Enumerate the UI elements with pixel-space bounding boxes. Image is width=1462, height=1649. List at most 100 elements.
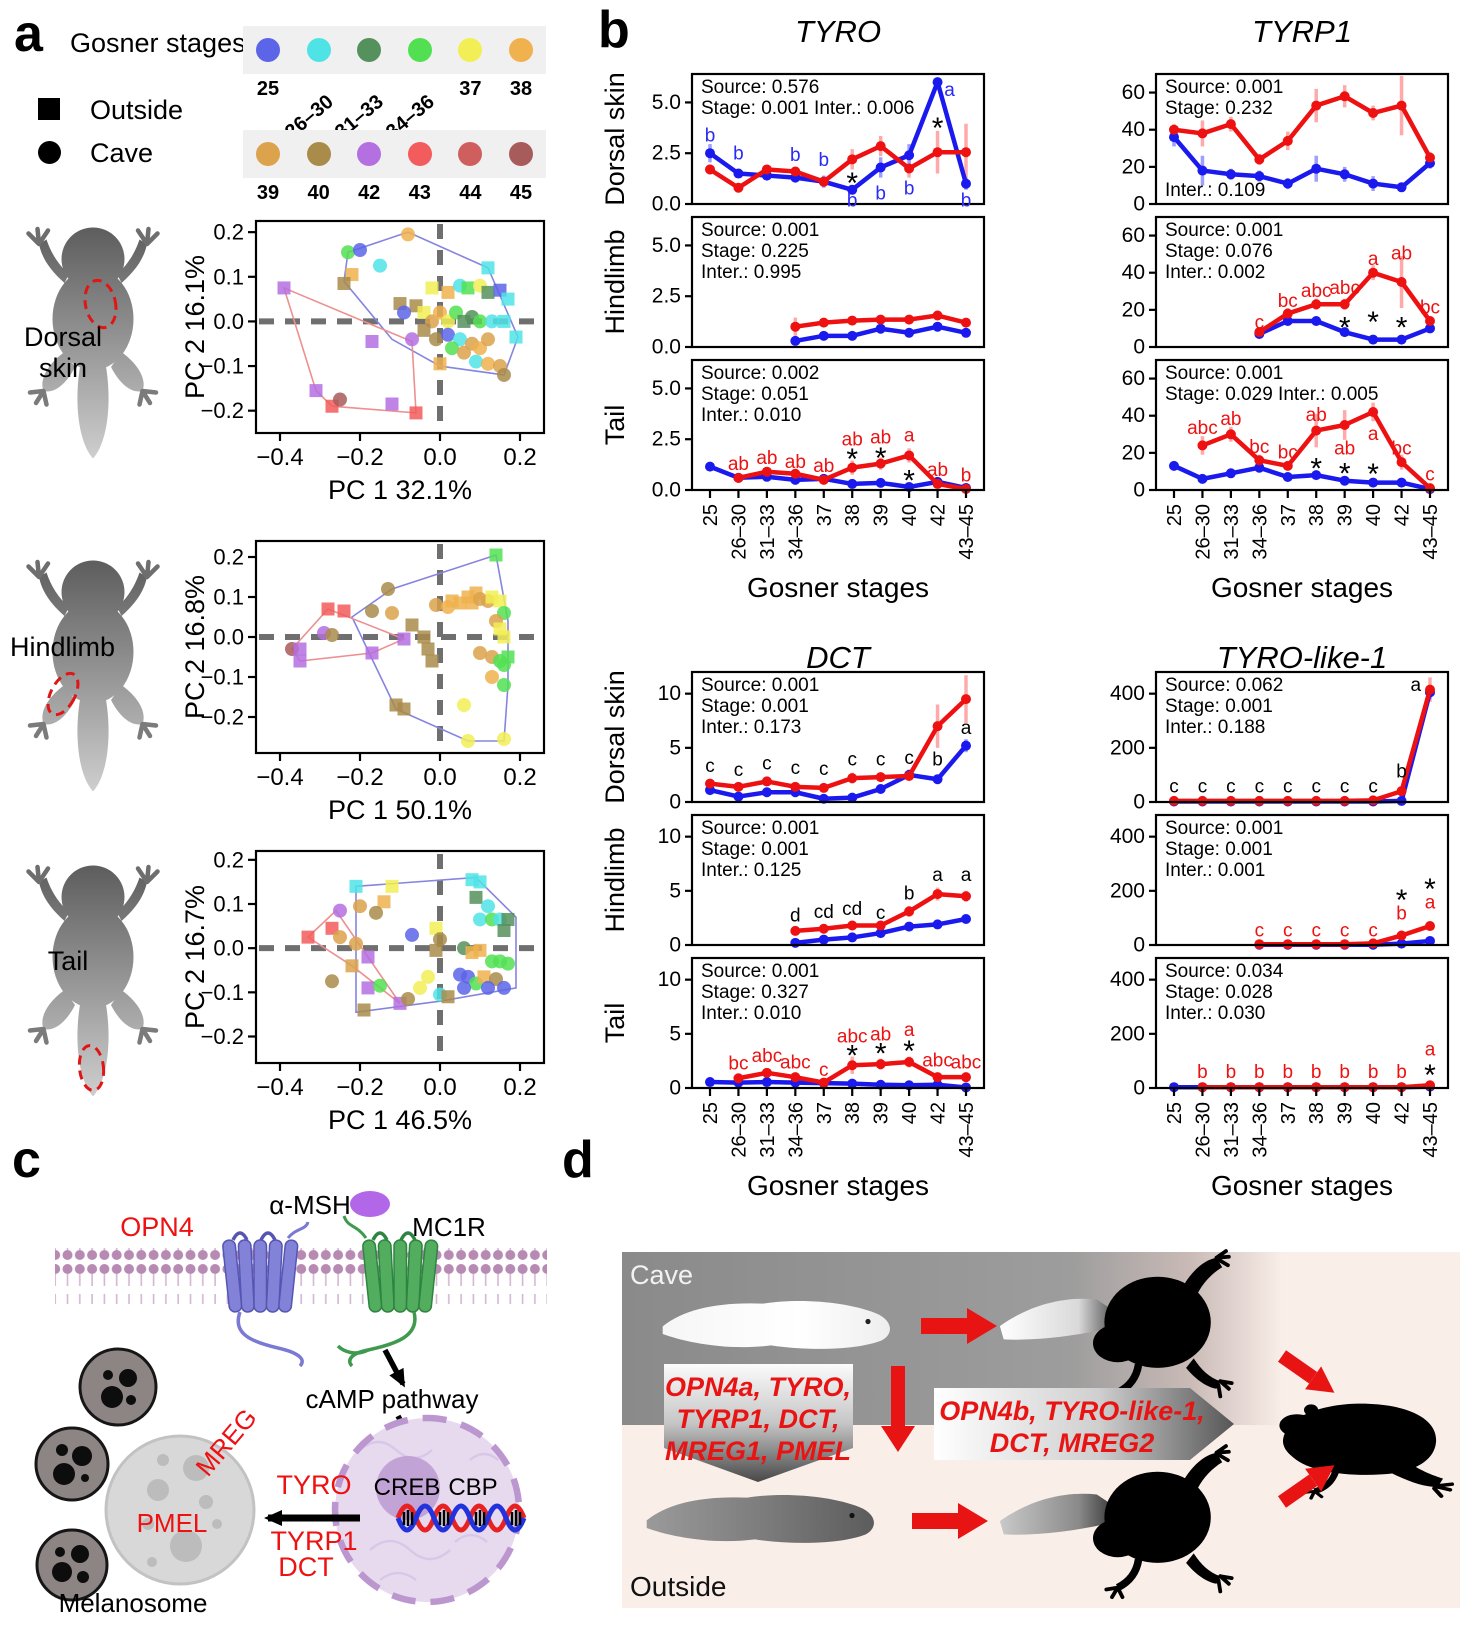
svg-text:39: 39 — [1335, 1102, 1357, 1124]
svg-text:*: * — [1396, 312, 1408, 345]
svg-text:b: b — [818, 150, 829, 171]
legend-stage-dot-25 — [256, 38, 280, 62]
svg-text:200: 200 — [1110, 736, 1145, 759]
froglet-silhouette-hindlimb — [18, 548, 168, 798]
dorsal-skin-region-marker — [83, 278, 118, 330]
svg-text:Stage: 0.232: Stage: 0.232 — [1165, 98, 1273, 119]
svg-text:25: 25 — [700, 504, 722, 526]
svg-text:b: b — [790, 145, 801, 166]
svg-text:37: 37 — [1278, 504, 1300, 526]
row-label-hindlimb: Hindlimb — [600, 229, 630, 335]
svg-text:−0.1: −0.1 — [201, 665, 244, 690]
svg-text:0: 0 — [669, 934, 681, 957]
svg-text:cd: cd — [842, 899, 862, 920]
outside-label: Outside — [90, 95, 184, 125]
legend-stage-dot-34-36 — [407, 38, 432, 62]
svg-text:c: c — [847, 749, 857, 770]
svg-text:*: * — [932, 112, 944, 145]
legend-row2-dots — [243, 130, 546, 178]
dna-helix — [395, 1503, 527, 1533]
svg-text:26–30: 26–30 — [1192, 1102, 1214, 1158]
svg-text:37: 37 — [1278, 1102, 1300, 1124]
svg-text:34–36: 34–36 — [785, 504, 807, 560]
dct-label: DCT — [278, 1552, 334, 1582]
gene-title-tyro: TYRO — [794, 14, 882, 49]
opn4-label: OPN4 — [120, 1212, 194, 1242]
tyrp1-label: TYRP1 — [270, 1526, 357, 1556]
svg-text:Inter.: 0.002: Inter.: 0.002 — [1165, 262, 1265, 283]
lipid-bilayer — [55, 1248, 547, 1304]
svg-text:31–33: 31–33 — [1221, 504, 1243, 560]
svg-text:34–36: 34–36 — [785, 1102, 807, 1158]
svg-text:PC 2 16.7%: PC 2 16.7% — [180, 885, 210, 1029]
svg-text:39: 39 — [1335, 504, 1357, 526]
svg-text:*: * — [1424, 873, 1436, 906]
svg-text:PC 1 32.1%: PC 1 32.1% — [328, 475, 472, 505]
svg-text:Source: 0.034: Source: 0.034 — [1165, 961, 1284, 982]
legend-stage-label-42: 42 — [358, 182, 381, 204]
svg-text:200: 200 — [1110, 1022, 1145, 1045]
froglet-silhouette-dorsal — [18, 215, 168, 465]
svg-text:−0.2: −0.2 — [336, 764, 383, 791]
svg-text:Stage: 0.001: Stage: 0.001 — [1165, 696, 1273, 717]
svg-text:ab: ab — [842, 430, 863, 451]
svg-text:ab: ab — [1391, 244, 1412, 265]
svg-text:34–36: 34–36 — [1249, 1102, 1271, 1158]
svg-text:b: b — [961, 465, 972, 486]
svg-text:Stage: 0.327: Stage: 0.327 — [701, 982, 809, 1003]
svg-text:abc: abc — [780, 1053, 811, 1074]
svg-text:20: 20 — [1122, 298, 1145, 321]
legend-stage-label-45: 45 — [509, 182, 533, 204]
svg-text:0.0: 0.0 — [652, 336, 681, 359]
svg-text:39: 39 — [871, 504, 893, 526]
svg-text:*: * — [1367, 458, 1379, 491]
svg-text:b: b — [1197, 1062, 1208, 1083]
svg-text:0.0: 0.0 — [423, 444, 456, 471]
svg-text:c: c — [762, 754, 772, 775]
alpha-msh-ligand — [350, 1191, 390, 1217]
svg-text:43–45: 43–45 — [1420, 504, 1442, 560]
svg-text:10: 10 — [658, 968, 681, 991]
legend-stage-dot-42 — [357, 142, 382, 166]
svg-text:0.0: 0.0 — [213, 625, 244, 650]
organ-label-hindlimb: Hindlimb — [9, 632, 116, 662]
svg-text:abc: abc — [1187, 418, 1218, 439]
svg-text:b: b — [1339, 1062, 1350, 1083]
svg-text:25: 25 — [1164, 1102, 1186, 1124]
svg-text:*: * — [903, 464, 915, 497]
svg-text:−0.2: −0.2 — [201, 705, 244, 730]
svg-text:c: c — [705, 756, 715, 777]
svg-text:b: b — [904, 884, 915, 905]
x-axis-title-dct: Gosner stages — [746, 1170, 930, 1201]
svg-text:c: c — [904, 748, 914, 769]
mc1r-receptor — [336, 1215, 439, 1368]
svg-text:0.2: 0.2 — [213, 220, 244, 245]
svg-text:*: * — [846, 167, 858, 200]
svg-text:*: * — [1339, 457, 1351, 490]
svg-text:c: c — [876, 903, 886, 924]
svg-text:c: c — [1311, 777, 1321, 798]
svg-text:b: b — [847, 190, 858, 211]
svg-text:c: c — [1283, 777, 1293, 798]
svg-text:−0.4: −0.4 — [256, 1074, 303, 1101]
svg-text:bc: bc — [1392, 439, 1412, 460]
cave-gene-banner — [664, 1364, 853, 1482]
svg-text:0.0: 0.0 — [652, 479, 681, 502]
svg-text:c: c — [1255, 312, 1265, 333]
svg-text:40: 40 — [899, 1102, 921, 1124]
legend-stage-dot-43 — [407, 142, 432, 166]
svg-text:2.5: 2.5 — [652, 285, 681, 308]
svg-text:Source: 0.001: Source: 0.001 — [1165, 818, 1283, 839]
x-axis-title-tyrp1: Gosner stages — [1210, 572, 1394, 603]
svg-text:abc: abc — [1329, 278, 1360, 299]
svg-text:Stage: 0.029 Inter.: 0.005: Stage: 0.029 Inter.: 0.005 — [1165, 384, 1378, 405]
svg-text:43–45: 43–45 — [1420, 1102, 1442, 1158]
svg-text:ab: ab — [785, 452, 806, 473]
svg-text:34–36: 34–36 — [1249, 504, 1271, 560]
svg-text:a: a — [961, 718, 972, 739]
